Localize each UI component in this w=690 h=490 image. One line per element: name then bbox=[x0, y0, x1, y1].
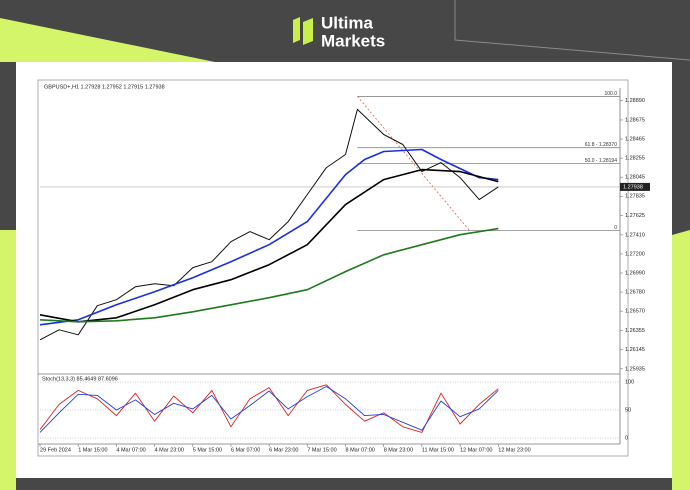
x-tick-label: 8 Mar 23:00 bbox=[384, 447, 413, 453]
chart-window bbox=[37, 79, 629, 457]
x-tick-label: 6 Mar 23:00 bbox=[269, 447, 298, 453]
x-tick-label: 1 Mar 15:00 bbox=[78, 447, 107, 453]
y-tick-label: 1.28675 bbox=[625, 117, 645, 123]
y-tick-label: 1.25935 bbox=[625, 366, 645, 372]
logo-mark bbox=[303, 18, 313, 45]
y-tick-label: 1.26990 bbox=[625, 270, 645, 276]
y-tick-label: 1.28890 bbox=[625, 98, 645, 104]
fib-label: 0 bbox=[614, 225, 617, 231]
y-tick-label: 1.28045 bbox=[625, 175, 645, 181]
x-tick-label: 5 Mar 15:00 bbox=[193, 447, 222, 453]
y-tick-label: 1.27200 bbox=[625, 251, 645, 257]
last-price-label: 1.27938 bbox=[623, 184, 643, 190]
x-tick-label: 4 Mar 23:00 bbox=[155, 447, 184, 453]
x-tick-label: 4 Mar 07:00 bbox=[116, 447, 145, 453]
y-tick-label: 1.26355 bbox=[625, 328, 645, 334]
chart-title: GBPUSD+,H1 1.27928 1.27952 1.27915 1.279… bbox=[44, 84, 165, 90]
y-tick-label: 1.27410 bbox=[625, 232, 645, 238]
fib-label: 61.8 - 1.28370 bbox=[585, 142, 617, 148]
fib-trend bbox=[357, 96, 470, 231]
series-line bbox=[39, 148, 499, 326]
accent-shape bbox=[0, 230, 16, 490]
series-line bbox=[39, 227, 499, 323]
last-price-box bbox=[620, 182, 650, 191]
x-tick-label: 7 Mar 15:00 bbox=[307, 447, 336, 453]
series-line bbox=[39, 384, 499, 433]
series-line bbox=[39, 108, 499, 341]
y-tick-label: 1.27835 bbox=[625, 194, 645, 200]
accent-shape bbox=[0, 18, 215, 62]
x-tick-label: 12 Mar 07:00 bbox=[460, 447, 492, 453]
series-line bbox=[39, 386, 499, 433]
brand-name: Ultima bbox=[321, 13, 374, 32]
brand-name: Markets bbox=[321, 31, 385, 50]
oscillator-title: Stoch(13,3,3) 85.4649 87.6096 bbox=[42, 376, 118, 382]
x-tick-label: 29 Feb 2024 bbox=[40, 447, 71, 453]
x-tick-label: 6 Mar 07:00 bbox=[231, 447, 260, 453]
x-tick-label: 8 Mar 07:00 bbox=[346, 447, 375, 453]
y-tick-label: 1.26780 bbox=[625, 290, 645, 296]
logo-mark bbox=[293, 17, 300, 43]
y-tick-label: 1.28465 bbox=[625, 137, 645, 143]
accent-shape bbox=[672, 230, 690, 490]
logo: Ultima Markets bbox=[293, 13, 385, 50]
x-tick-label: 11 Mar 15:00 bbox=[422, 447, 454, 453]
x-tick-label: 12 Mar 23:00 bbox=[498, 447, 530, 453]
osc-tick-label: 50 bbox=[625, 407, 631, 413]
fib-label: 50.0 - 1.28194 bbox=[585, 158, 617, 164]
fib-label: 100.0 bbox=[604, 91, 617, 97]
series-line bbox=[39, 168, 499, 323]
y-tick-label: 1.26570 bbox=[625, 309, 645, 315]
y-tick-label: 1.27625 bbox=[625, 213, 645, 219]
osc-tick-label: 100 bbox=[625, 379, 634, 385]
deco-line bbox=[454, 0, 690, 61]
y-tick-label: 1.26145 bbox=[625, 347, 645, 353]
y-tick-label: 1.28255 bbox=[625, 156, 645, 162]
osc-tick-label: 0 bbox=[625, 435, 628, 441]
